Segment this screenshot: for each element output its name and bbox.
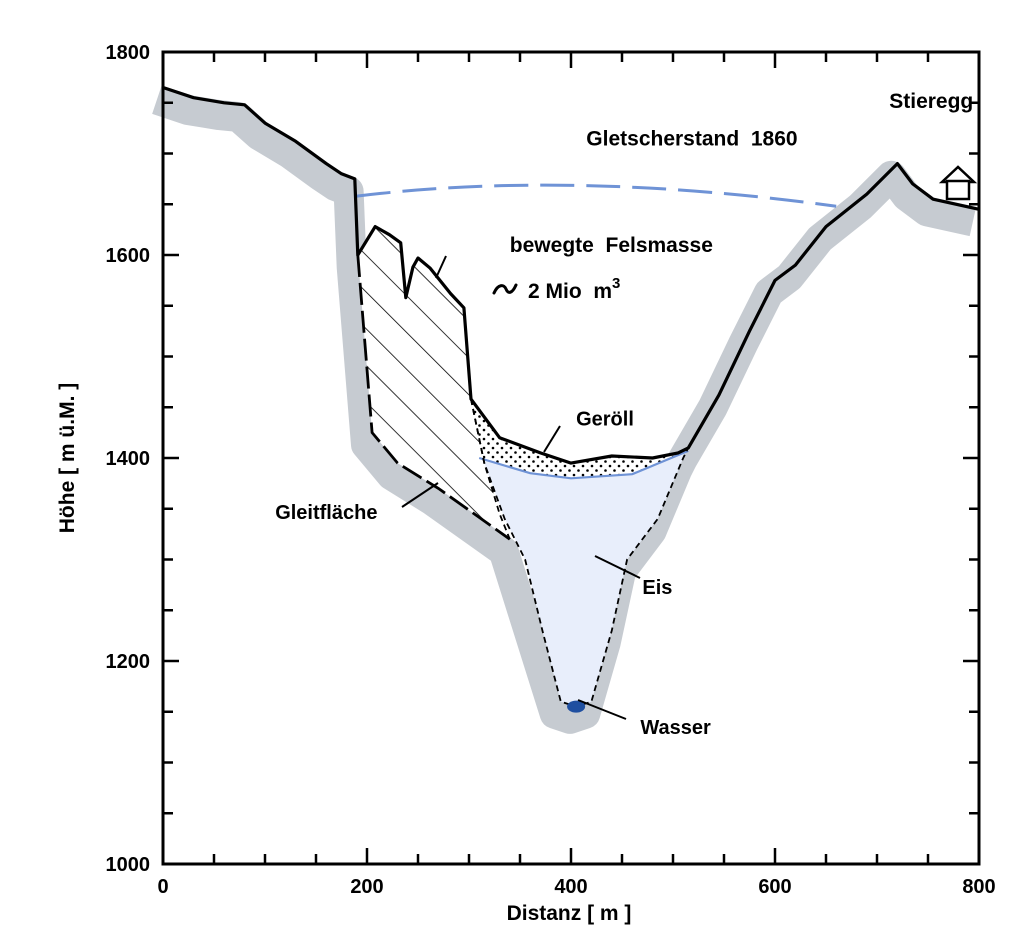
ice-body (471, 399, 689, 707)
water-channel (567, 700, 586, 713)
leader-eis (594, 555, 641, 579)
volume-exponent: 3 (612, 275, 620, 292)
x-tick-label: 400 (554, 876, 587, 898)
rock-mass-base-dashed (470, 398, 511, 540)
approx-tilde-icon (492, 283, 518, 295)
label-stieregg: Stieregg (889, 90, 973, 113)
axis-ticks (163, 52, 979, 864)
leader-geroell (543, 425, 561, 453)
label-moving-rock-mass: bewegte Felsmasse (510, 234, 713, 257)
y-axis-title: Höhe [ m ü.M. ] (56, 383, 79, 534)
label-slide-surface: Gleitfläche (275, 502, 377, 524)
x-tick-label: 200 (350, 876, 383, 898)
house-icon (938, 165, 978, 201)
leader-wasser (577, 699, 627, 720)
slide-surface-line (356, 254, 511, 541)
label-water: Wasser (640, 717, 711, 739)
y-tick-label: 1800 (106, 42, 151, 64)
plot-frame (161, 50, 981, 866)
x-axis-title: Distanz [ m ] (507, 902, 632, 925)
ice-surface-line (478, 449, 689, 480)
moving-rock-mass (357, 226, 510, 540)
y-tick-label: 1200 (106, 651, 151, 673)
label-glacier-level-1860: Gletscherstand 1860 (586, 127, 797, 150)
leader-felsmasse (435, 255, 447, 279)
x-tick-label: 600 (758, 876, 791, 898)
y-tick-label: 1400 (106, 448, 151, 470)
label-scree: Geröll (576, 409, 634, 431)
y-tick-label: 1000 (106, 854, 151, 876)
y-tick-label: 1600 (106, 245, 151, 267)
axis-tick-labels: 0 200 400 600 800 1000 1200 1400 1600 1800 (106, 42, 996, 898)
label-ice: Eis (642, 577, 672, 599)
volume-value: 2 Mio m (528, 280, 612, 303)
x-tick-label: 0 (157, 876, 168, 898)
bedrock-layer (152, 85, 977, 734)
label-volume: 2 Mio m3 (528, 275, 620, 303)
glacier-level-1860-line (356, 183, 837, 208)
x-tick-label: 800 (962, 876, 995, 898)
terrain-surface-line (162, 85, 980, 465)
leader-gleitflaeche (401, 482, 439, 508)
